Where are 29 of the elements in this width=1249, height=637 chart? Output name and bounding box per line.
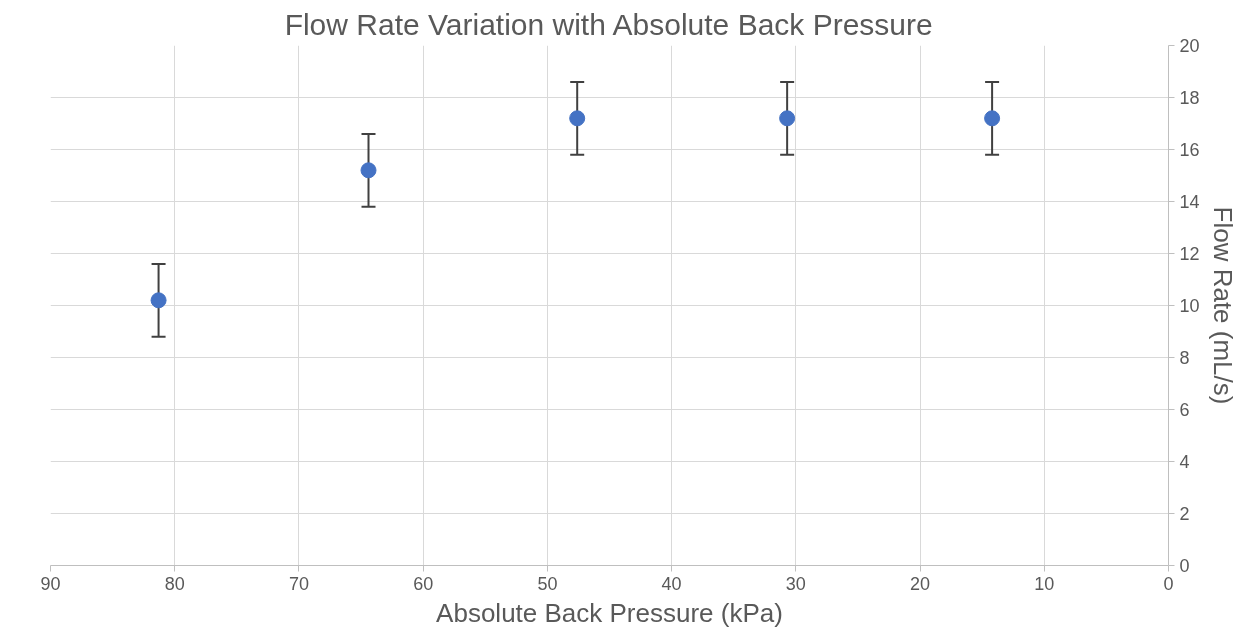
y-tick-label: 0 bbox=[1179, 556, 1190, 576]
y-tick-label: 2 bbox=[1179, 504, 1190, 524]
x-tick-label: 70 bbox=[288, 573, 309, 594]
x-tick-label: 30 bbox=[785, 573, 806, 594]
x-tick-label: 60 bbox=[413, 573, 434, 594]
point bbox=[569, 110, 586, 127]
y-axis-title: Flow Rate (mL/s) bbox=[1207, 206, 1238, 405]
chart-title: Flow Rate Variation with Absolute Back Pressure bbox=[284, 7, 933, 41]
y-tick-label: 10 bbox=[1179, 296, 1200, 316]
x-tick-label: 40 bbox=[661, 573, 682, 594]
point bbox=[360, 162, 377, 179]
x-tick-label: 90 bbox=[40, 573, 61, 594]
y-tick-label: 6 bbox=[1179, 400, 1190, 420]
y-tick-label: 8 bbox=[1179, 348, 1190, 368]
x-tick-label: 80 bbox=[164, 573, 185, 594]
x-tick-label: 50 bbox=[537, 573, 558, 594]
y-tick-label: 18 bbox=[1179, 88, 1200, 108]
y-tick-label: 4 bbox=[1179, 452, 1190, 472]
y-tick-label: 20 bbox=[1179, 36, 1200, 56]
point bbox=[984, 110, 1001, 127]
x-tick-label: 20 bbox=[910, 573, 931, 594]
x-tick-label: 0 bbox=[1163, 573, 1174, 594]
y-tick-label: 12 bbox=[1179, 244, 1200, 264]
y-tick-label: 14 bbox=[1179, 192, 1200, 212]
point bbox=[779, 110, 796, 127]
y-tick-label: 16 bbox=[1179, 140, 1200, 160]
x-axis-title: Absolute Back Pressure (kPa) bbox=[436, 597, 783, 628]
point bbox=[150, 292, 167, 309]
x-tick-label: 10 bbox=[1034, 573, 1055, 594]
